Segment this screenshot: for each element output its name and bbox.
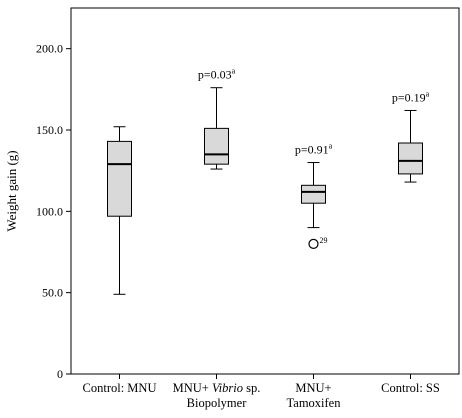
- y-tick-label: 200.0: [36, 42, 63, 56]
- x-category-label: Control: MNU: [83, 381, 157, 395]
- x-category-label: Tamoxifen: [287, 396, 342, 410]
- p-value-label: p=0.19a: [392, 89, 430, 104]
- iqr-box: [301, 184, 326, 204]
- y-tick-label: 0: [57, 367, 63, 381]
- iqr-box: [107, 140, 132, 217]
- outlier-point: [308, 238, 319, 249]
- iqr-box: [204, 127, 229, 165]
- outlier-label: 29: [320, 236, 328, 245]
- iqr-box: [398, 142, 423, 175]
- y-tick-label: 50.0: [42, 286, 63, 300]
- plot-frame: [70, 7, 460, 375]
- y-axis-title: Weight gain (g): [4, 150, 19, 231]
- p-value-label: p=0.03a: [198, 67, 236, 82]
- x-category-label: Control: SS: [381, 381, 440, 395]
- y-tick-label: 100.0: [36, 204, 63, 218]
- x-category-label: MNU+ Vibrio sp.: [173, 381, 261, 395]
- x-category-label: MNU+: [295, 381, 331, 395]
- x-category-label: Biopolymer: [187, 396, 248, 410]
- y-tick-label: 150.0: [36, 123, 63, 137]
- p-value-label: p=0.91a: [295, 142, 333, 157]
